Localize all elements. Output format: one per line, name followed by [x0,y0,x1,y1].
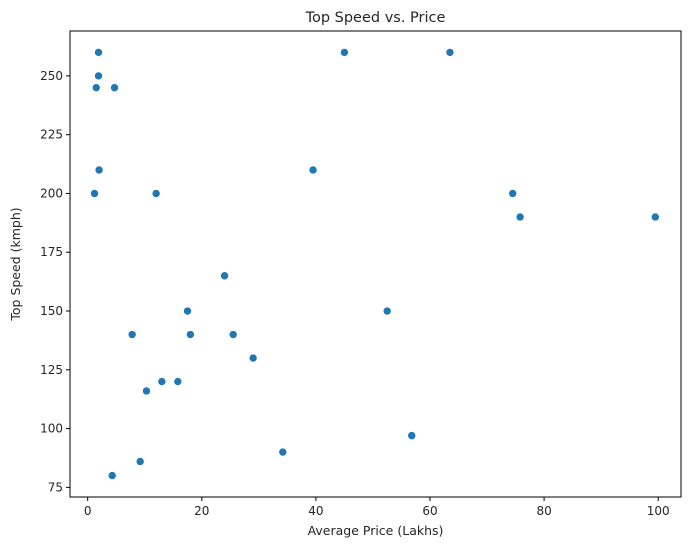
x-tick-label: 40 [308,504,323,518]
scatter-point [183,306,192,316]
y-tick-label: 175 [40,245,63,259]
y-tick-label: 250 [40,69,63,83]
y-axis: 75 100 125 150 175 200 225 250 [40,69,70,494]
y-tick-label: 125 [40,363,63,377]
scatter-point [94,165,104,175]
scatter-point [110,83,119,92]
scatter-point [220,271,229,281]
scatter-point [407,431,417,440]
x-tick-label: 20 [194,504,209,518]
x-tick-label: 80 [536,504,551,518]
y-axis-label: Top Speed (kmph) [8,207,23,321]
scatter-point [308,165,318,175]
y-tick-label: 225 [40,128,63,142]
scatter-point [90,189,99,198]
scatter-point [91,83,101,92]
scatter-point [228,330,238,339]
scatter-point [248,353,258,363]
scatter-point [445,48,455,57]
scatter-point [508,189,518,198]
x-axis-label: Average Price (Lakhs) [308,523,444,538]
scatter-point [382,306,392,316]
x-tick-label: 100 [647,504,670,518]
chart-title: Top Speed vs. Price [305,10,446,26]
scatter-point [142,386,151,396]
scatter-point [107,471,117,480]
scatter-point [340,48,349,57]
y-tick-label: 100 [40,422,63,436]
scatter-point [186,330,195,339]
scatter-point [157,377,167,386]
scatter-point [173,377,183,386]
scatter-point [515,212,525,222]
plot-area-frame [69,30,682,498]
scatter-point [151,189,161,198]
x-axis: 0 20 40 60 80 100 [84,497,670,518]
data-points [90,48,660,480]
scatter-point [127,330,137,339]
scatter-point [94,71,103,81]
y-tick-label: 150 [40,304,63,318]
scatter-point [135,457,145,466]
y-tick-label: 75 [48,480,63,494]
x-tick-label: 0 [84,504,92,518]
x-tick-label: 60 [422,504,437,518]
scatter-point [94,48,103,57]
y-tick-label: 200 [40,186,63,200]
scatter-point [651,212,660,222]
scatter-point [278,447,288,457]
